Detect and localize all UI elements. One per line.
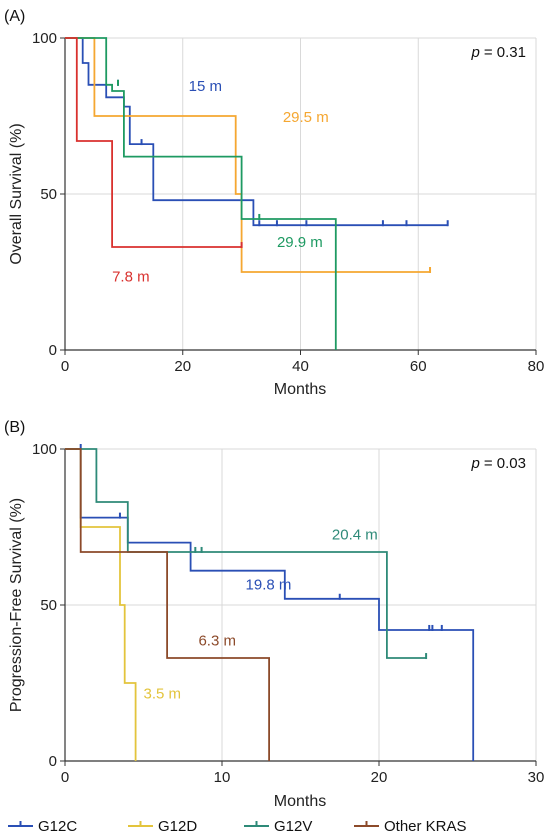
median-label: 15 m [189,78,222,95]
y-tick-label: 100 [32,30,57,47]
panel-b-p-symbol: p [471,455,480,472]
km-curve-g12v [65,448,427,659]
panel-b-curves [65,444,475,761]
x-tick-label: 0 [61,769,69,786]
y-tick-label: 50 [40,186,57,203]
km-curve-series-3 [65,37,242,248]
median-label: 6.3 m [198,633,236,650]
legend-label: Other KRAS [384,818,467,835]
median-label: 19.8 m [246,576,292,593]
panel-b-progression-free-survival: (B) 0 10 20 30 0 50 100 19.8 m 3.5 m 20.4 m 6.3 m… [4,419,544,810]
legend: G12C G12D G12V Other KRAS [8,818,467,835]
panel-a-median-labels: 15 m 29.5 m 29.9 m 7.8 m [112,78,329,285]
x-tick-label: 20 [174,358,191,375]
legend-label: G12C [38,818,77,835]
y-tick-label: 0 [49,342,57,359]
median-label: 20.4 m [332,526,378,543]
x-tick-label: 20 [371,769,388,786]
panel-a-tag: (A) [4,8,25,25]
median-label: 29.9 m [277,234,323,251]
median-label: 3.5 m [144,686,182,703]
km-curve-g12c [65,37,448,227]
panel-b-ylabel: Progression-Free Survival (%) [8,498,25,712]
x-tick-label: 30 [528,769,545,786]
panel-a-p-text: = 0.31 [484,44,526,61]
km-curve-other-kras [65,448,270,761]
x-tick-label: 10 [214,769,231,786]
panel-a-ylabel: Overall Survival (%) [8,123,25,264]
panel-a-p-value: p = 0.31 [471,44,526,61]
panel-b-xlabel: Months [274,793,326,810]
legend-label: G12D [158,818,197,835]
km-curve-g12d [65,37,430,273]
x-tick-label: 0 [61,358,69,375]
panel-b-p-value: p = 0.03 [471,455,526,472]
km-curve-g12v [65,37,337,350]
y-tick-label: 0 [49,753,57,770]
panel-b-p-text: = 0.03 [484,455,526,472]
panel-a-xlabel: Months [274,381,326,398]
median-label: 29.5 m [283,109,329,126]
median-label: 7.8 m [112,268,150,285]
x-tick-label: 60 [410,358,427,375]
panel-a-overall-survival: (A) 0 20 40 60 80 0 50 100 15 m 29.5 m 29.9 m 7.8 … [4,8,544,398]
panel-b-tag: (B) [4,419,25,436]
panel-a-p-symbol: p [471,44,480,61]
panel-a-grid [65,37,537,350]
y-tick-label: 100 [32,441,57,458]
y-tick-label: 50 [40,597,57,614]
panel-a-curves [65,37,449,350]
x-tick-label: 40 [292,358,309,375]
panel-b-ticks: 0 10 20 30 0 50 100 [32,441,544,786]
x-tick-label: 80 [528,358,545,375]
panel-a-ticks: 0 20 40 60 80 0 50 100 [32,30,544,375]
legend-label: G12V [274,818,312,835]
panel-b-median-labels: 19.8 m 3.5 m 20.4 m 6.3 m [144,526,378,702]
